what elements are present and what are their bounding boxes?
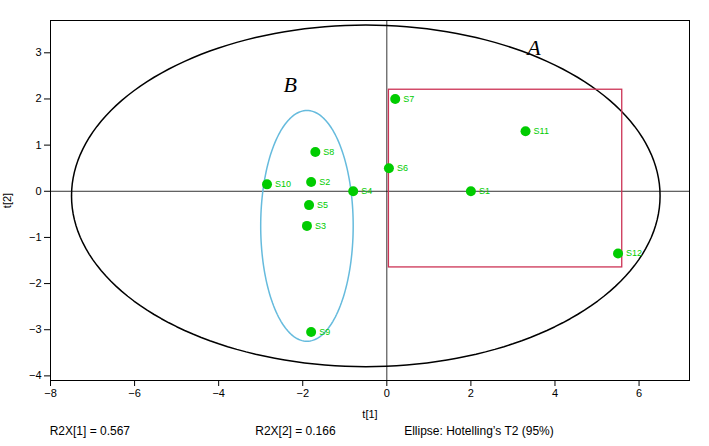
svg-text:S7: S7 xyxy=(403,94,414,104)
svg-text:t[2]: t[2] xyxy=(1,193,13,208)
svg-text:−1: −1 xyxy=(29,231,42,243)
svg-text:6: 6 xyxy=(636,387,642,399)
svg-text:B: B xyxy=(283,72,296,97)
svg-text:−8: −8 xyxy=(44,387,57,399)
html-text:Ellipse: Hotelling’s T2 (95%): Ellipse: Hotelling’s T2 (95%) xyxy=(404,424,554,438)
svg-text:3: 3 xyxy=(35,46,41,58)
svg-text:S3: S3 xyxy=(315,221,326,231)
html-text:R2X[1] = 0.567: R2X[1] = 0.567 xyxy=(49,424,130,438)
svg-text:−4: −4 xyxy=(29,369,42,381)
svg-text:S10: S10 xyxy=(275,179,291,189)
svg-text:−2: −2 xyxy=(29,277,42,289)
svg-text:t[1]: t[1] xyxy=(362,408,377,420)
svg-text:1: 1 xyxy=(35,139,41,151)
svg-text:−3: −3 xyxy=(29,323,42,335)
svg-text:S1: S1 xyxy=(479,186,490,196)
svg-text:S9: S9 xyxy=(319,327,330,337)
svg-text:−2: −2 xyxy=(296,387,309,399)
svg-text:2: 2 xyxy=(35,92,41,104)
svg-text:S8: S8 xyxy=(323,147,334,157)
svg-text:A: A xyxy=(525,35,541,60)
svg-text:4: 4 xyxy=(552,387,558,399)
svg-text:−4: −4 xyxy=(212,387,225,399)
svg-text:0: 0 xyxy=(35,185,41,197)
svg-text:S6: S6 xyxy=(397,163,408,173)
svg-text:S12: S12 xyxy=(626,248,642,258)
svg-text:2: 2 xyxy=(468,387,474,399)
svg-text:S5: S5 xyxy=(317,200,328,210)
svg-text:S2: S2 xyxy=(319,177,330,187)
html-text:R2X[2] = 0.166: R2X[2] = 0.166 xyxy=(255,424,336,438)
svg-text:−6: −6 xyxy=(128,387,141,399)
svg-text:S4: S4 xyxy=(361,186,372,196)
svg-text:0: 0 xyxy=(384,387,390,399)
svg-text:S11: S11 xyxy=(534,126,549,136)
